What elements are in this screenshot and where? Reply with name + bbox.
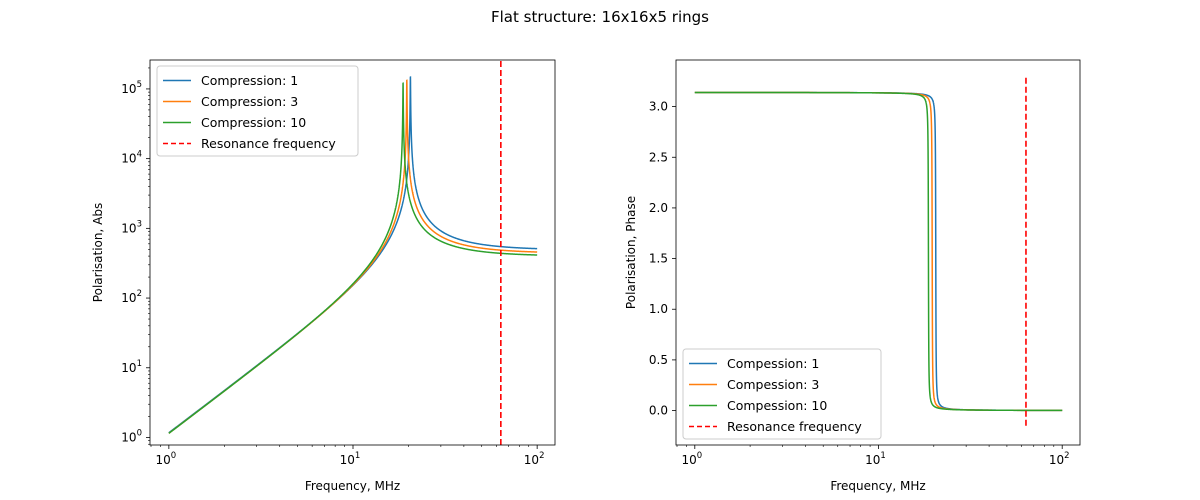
abs-legend-label: Compression: 1 [201,73,298,88]
phase-x-tick-label: 100 [681,451,702,467]
phase-series-line-3 [694,91,1063,412]
abs-x-tick-label: 100 [156,451,177,467]
phase-y-tick-label: 3.0 [649,100,668,114]
abs-y-axis-label: Polarisation, Abs [91,203,105,302]
phase-legend-label: Compession: 1 [727,356,819,371]
phase-x-tick-label: 102 [1049,451,1070,467]
abs-legend-label: Compression: 3 [201,94,298,109]
phase-legend-label: Compession: 3 [727,377,819,392]
phase-y-axis-label: Polarisation, Phase [624,196,638,309]
abs-plot-frame [149,59,556,446]
abs-x-tick-label: 102 [524,451,545,467]
abs-chart: 100 101 102 100 101 102 103 104 105 Frequency, MH… [91,59,556,493]
phase-legend-label: Resonance frequency [727,419,862,434]
phase-legend-label: Compession: 10 [727,398,827,413]
abs-legend-label: Resonance frequency [201,136,336,151]
phase-chart: 100 101 102 0.0 0.5 1.0 1.5 2.0 2.5 3.0 Frequency,… [624,59,1081,493]
phase-x-axis-label: Frequency, MHz [830,479,925,493]
phase-y-tick-label: 1.0 [649,302,668,316]
phase-y-tick-label: 2.5 [649,150,668,164]
phase-y-tick-label: 0.0 [649,404,668,418]
phase-legend: Compession: 1 Compession: 3 Compession: 10… [682,348,882,440]
abs-y-tick-label: 104 [121,150,142,166]
abs-y-tick-label: 101 [121,359,142,375]
abs-y-tick-label: 103 [121,219,142,235]
phase-y-tick-label: 0.5 [649,353,668,367]
abs-series-line-3 [168,82,538,434]
phase-y-tick-label: 2.0 [649,201,668,215]
abs-y-tick-label: 100 [121,428,142,444]
abs-legend-label: Compression: 10 [201,115,306,130]
abs-x-tick-label: 101 [340,451,361,467]
phase-y-tick-label: 1.5 [649,252,668,266]
abs-y-tick-label: 105 [121,80,142,96]
phase-x-tick-label: 101 [865,451,886,467]
abs-y-tick-label: 102 [121,289,142,305]
abs-x-axis-label: Frequency, MHz [305,479,400,493]
phase-legend-box [682,348,882,440]
phase-plot-frame [675,59,1081,446]
figure-title: Flat structure: 16x16x5 rings [491,8,709,26]
abs-legend-box [156,65,359,157]
abs-legend: Compression: 1 Compression: 3 Compression:… [156,65,359,157]
